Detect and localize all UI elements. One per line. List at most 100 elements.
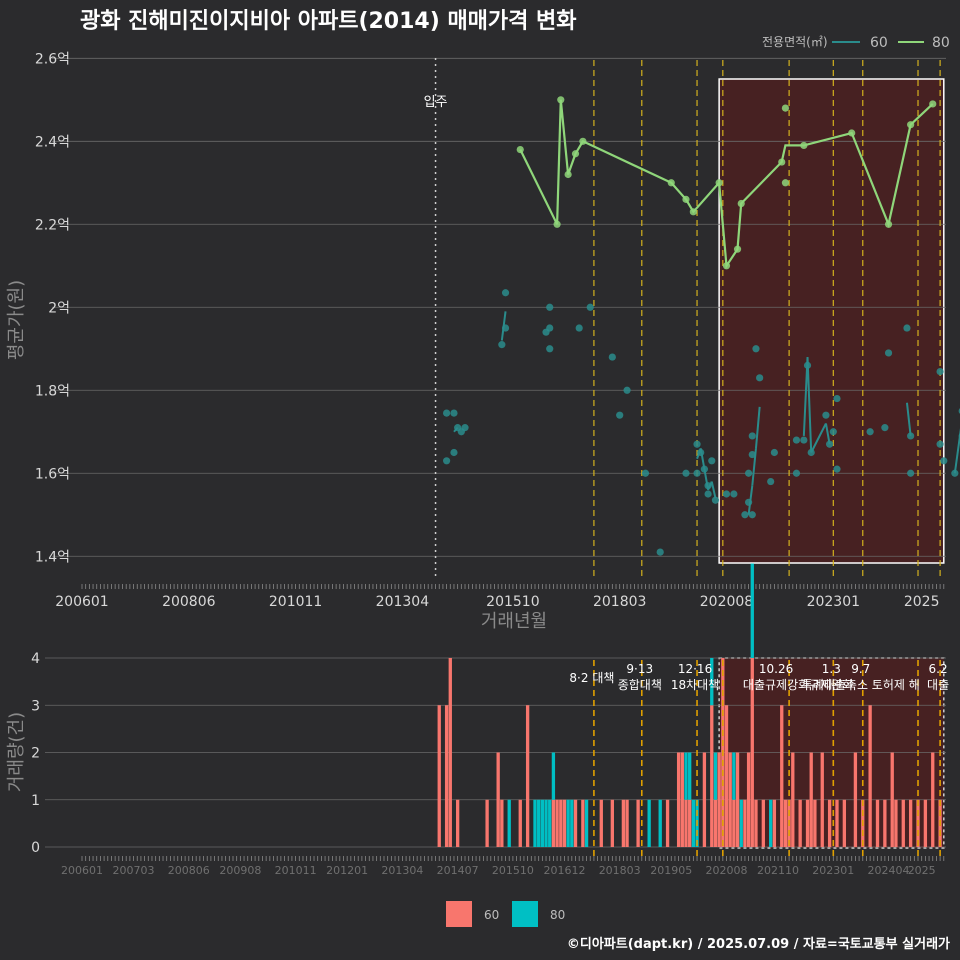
data-point-60	[501, 324, 510, 332]
data-point-80	[781, 179, 790, 187]
bar-80	[684, 752, 688, 800]
bar-60	[455, 799, 460, 847]
data-point-80	[737, 199, 745, 208]
bar-60	[813, 799, 817, 847]
policy-label: 9·13	[626, 662, 653, 676]
data-point-60	[752, 345, 760, 353]
x-tick-label-volume: 201803	[599, 864, 641, 877]
data-point-80	[682, 195, 690, 203]
bar-80	[647, 799, 651, 847]
series-line-80	[519, 99, 934, 270]
data-point-60	[501, 289, 510, 297]
data-point-80	[884, 220, 893, 228]
data-point-60	[461, 424, 469, 432]
data-point-60	[708, 457, 716, 465]
bar-60	[665, 799, 670, 847]
footer-credit: ©디아파트(dapt.kr) / 2025.07.09 / 자료=국토교통부 실…	[567, 936, 950, 952]
series-line-60	[806, 357, 813, 453]
data-point-80	[929, 100, 937, 108]
bar-60	[728, 752, 732, 847]
series-line-60	[710, 481, 717, 499]
data-point-60	[697, 448, 705, 457]
bar-60	[746, 752, 751, 847]
bar-60	[562, 799, 567, 847]
data-point-60	[951, 469, 959, 477]
bar-80	[584, 799, 589, 847]
bar-80	[710, 658, 714, 706]
data-point-60	[884, 349, 893, 357]
x-tick-label-volume: 200908	[219, 864, 261, 877]
data-point-60	[822, 411, 830, 419]
data-point-60	[829, 428, 837, 436]
x-tick-label-volume: 202301	[812, 864, 854, 877]
x-tick-label-volume: 202404	[868, 864, 910, 877]
data-point-60	[748, 450, 756, 459]
data-point-60	[770, 448, 778, 457]
data-point-60	[711, 496, 720, 504]
bar-60	[444, 705, 449, 847]
data-point-60	[450, 409, 458, 417]
y-tick-label-volume: 4	[31, 651, 40, 667]
series-line-60	[810, 423, 827, 453]
bar-80	[658, 799, 662, 847]
data-point-60	[575, 324, 583, 332]
x-tick-label-volume: 201201	[326, 864, 368, 877]
policy-label: 6.2	[929, 662, 948, 676]
bar-80	[691, 799, 696, 847]
bar-60	[437, 705, 441, 847]
bar-60	[827, 799, 832, 847]
bar-60	[496, 752, 500, 847]
bar-60	[485, 799, 489, 847]
bar-80	[507, 799, 511, 847]
data-point-60	[704, 482, 712, 490]
x-tick-label-volume: 201407	[437, 864, 479, 877]
data-point-60	[744, 469, 753, 477]
data-point-60	[693, 469, 701, 477]
bar-60	[842, 799, 847, 847]
data-point-60	[704, 490, 712, 498]
y-tick-label: 2.6억	[35, 51, 70, 67]
policy-label: 종합대책	[618, 677, 662, 692]
data-point-80	[667, 179, 675, 187]
policy-label: 18차대책	[671, 677, 719, 692]
bar-60	[883, 799, 887, 847]
data-point-60	[767, 477, 775, 486]
bar-60	[551, 799, 556, 847]
data-point-80	[848, 129, 856, 137]
x-tick-label: 201011	[269, 594, 322, 610]
bar-60	[636, 799, 640, 847]
bar-60	[908, 799, 913, 847]
data-point-60	[756, 374, 764, 382]
bar-60	[735, 752, 740, 847]
data-point-80	[571, 150, 580, 158]
x-tick-label-volume: 201510	[492, 864, 534, 877]
data-point-60	[940, 457, 948, 465]
legend-label-60: 60	[870, 35, 888, 51]
data-point-80	[689, 208, 697, 216]
bar-60	[702, 752, 707, 847]
data-point-80	[722, 262, 731, 270]
bar-80	[769, 799, 773, 847]
bar-80	[551, 752, 556, 800]
data-point-60	[744, 498, 753, 506]
series-line-60	[953, 428, 960, 474]
bar-60	[717, 752, 721, 847]
bar-80	[688, 752, 692, 800]
x-tick-label: 200806	[162, 594, 216, 610]
data-point-60	[443, 409, 451, 417]
bar-60	[500, 799, 504, 847]
data-point-80	[733, 245, 742, 253]
bar-60	[750, 658, 754, 847]
y-tick-label-volume: 3	[31, 698, 40, 714]
bar-60	[791, 752, 795, 847]
y-tick-label: 1.8억	[35, 383, 70, 399]
x-tick-label-volume: 200601	[61, 864, 103, 877]
data-point-60	[833, 465, 841, 473]
bar-60	[875, 799, 880, 847]
bar-60	[732, 799, 736, 847]
bar-60	[625, 799, 629, 847]
data-point-80	[781, 104, 790, 112]
x-tick-label-volume: 201304	[381, 864, 423, 877]
bar-60	[835, 799, 839, 847]
